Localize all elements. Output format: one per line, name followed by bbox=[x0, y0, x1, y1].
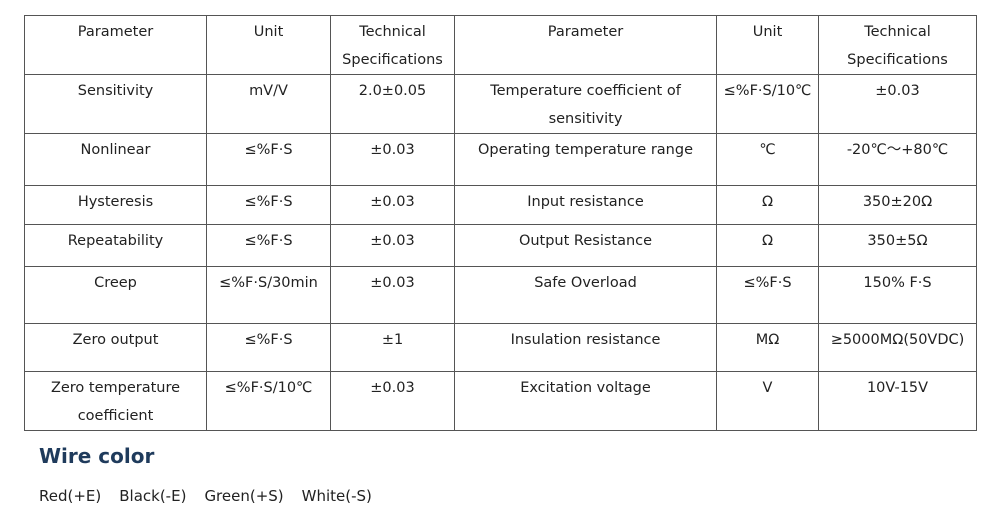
table-cell: ±0.03 bbox=[330, 224, 455, 267]
table-row: Repeatability ≤%F·S ±0.03 Output Resistance… bbox=[24, 224, 977, 267]
table-cell: Output Resistance bbox=[454, 224, 717, 267]
table-cell: -20℃～+80℃ bbox=[818, 133, 977, 186]
table-cell: Zero output bbox=[24, 323, 207, 372]
table-cell: Hysteresis bbox=[24, 185, 207, 225]
table-cell: Repeatability bbox=[24, 224, 207, 267]
table-cell: ≤%F·S/10℃ bbox=[716, 74, 819, 134]
table-cell: Nonlinear bbox=[24, 133, 207, 186]
table-cell: ≤%F·S bbox=[206, 224, 331, 267]
table-cell: V bbox=[716, 371, 819, 431]
header-cell: Technical Specifications bbox=[330, 15, 455, 75]
wire-item: Black(-E) bbox=[119, 487, 187, 505]
table-cell: Creep bbox=[24, 266, 207, 324]
table-cell: ≤%F·S/30min bbox=[206, 266, 331, 324]
table-cell: MΩ bbox=[716, 323, 819, 372]
header-row: Parameter Unit Technical Specifications Par… bbox=[24, 15, 977, 75]
wire-list: Red(+E) Black(-E) Green(+S) White(-S) bbox=[39, 487, 372, 505]
table-cell: Zero temperature coefficient bbox=[24, 371, 207, 431]
table-cell: Safe Overload bbox=[454, 266, 717, 324]
table-cell: ±0.03 bbox=[330, 371, 455, 431]
table-cell: 2.0±0.05 bbox=[330, 74, 455, 134]
table-cell: ±0.03 bbox=[818, 74, 977, 134]
spec-table: Parameter Unit Technical Specifications Par… bbox=[24, 15, 977, 431]
table-row: Sensitivity mV/V 2.0±0.05 Temperature coeff… bbox=[24, 74, 977, 134]
table-cell: 350±20Ω bbox=[818, 185, 977, 225]
table-cell: 10V-15V bbox=[818, 371, 977, 431]
table-row: Zero output ≤%F·S ±1 Insulation resistance M… bbox=[24, 323, 977, 372]
table-cell: ≤%F·S/10℃ bbox=[206, 371, 331, 431]
table-cell: ≤%F·S bbox=[206, 323, 331, 372]
table-cell: 350±5Ω bbox=[818, 224, 977, 267]
table-row: Zero temperature coefficient ≤%F·S/10℃ ±0.… bbox=[24, 371, 977, 431]
wire-item: Green(+S) bbox=[204, 487, 284, 505]
table-cell: Insulation resistance bbox=[454, 323, 717, 372]
table-cell: mV/V bbox=[206, 74, 331, 134]
table-row: Creep ≤%F·S/30min ±0.03 Safe Overload ≤%F·S 1… bbox=[24, 266, 977, 324]
table-cell: Input resistance bbox=[454, 185, 717, 225]
table-row: Nonlinear ≤%F·S ±0.03 Operating temperature… bbox=[24, 133, 977, 186]
wire-item: Red(+E) bbox=[39, 487, 102, 505]
table-row: Hysteresis ≤%F·S ±0.03 Input resistance Ω 350… bbox=[24, 185, 977, 225]
header-cell: Unit bbox=[716, 15, 819, 75]
table-cell: Ω bbox=[716, 185, 819, 225]
table-cell: ≤%F·S bbox=[716, 266, 819, 324]
table-cell: ±0.03 bbox=[330, 266, 455, 324]
table-cell: ℃ bbox=[716, 133, 819, 186]
table-cell: ≤%F·S bbox=[206, 133, 331, 186]
wire-item: White(-S) bbox=[301, 487, 372, 505]
table-cell: Excitation voltage bbox=[454, 371, 717, 431]
table-cell: Temperature coefficient of sensitivity bbox=[454, 74, 717, 134]
table-cell: ≥5000MΩ(50VDC) bbox=[818, 323, 977, 372]
header-cell: Parameter bbox=[454, 15, 717, 75]
table-cell: ±0.03 bbox=[330, 185, 455, 225]
header-cell: Technical Specifications bbox=[818, 15, 977, 75]
table-cell: Ω bbox=[716, 224, 819, 267]
table-cell: ≤%F·S bbox=[206, 185, 331, 225]
section-title: Wire color bbox=[39, 444, 155, 468]
table-cell: Operating temperature range bbox=[454, 133, 717, 186]
table-cell: ±0.03 bbox=[330, 133, 455, 186]
header-cell: Unit bbox=[206, 15, 331, 75]
table-cell: ±1 bbox=[330, 323, 455, 372]
header-cell: Parameter bbox=[24, 15, 207, 75]
table-cell: Sensitivity bbox=[24, 74, 207, 134]
table-cell: 150% F·S bbox=[818, 266, 977, 324]
